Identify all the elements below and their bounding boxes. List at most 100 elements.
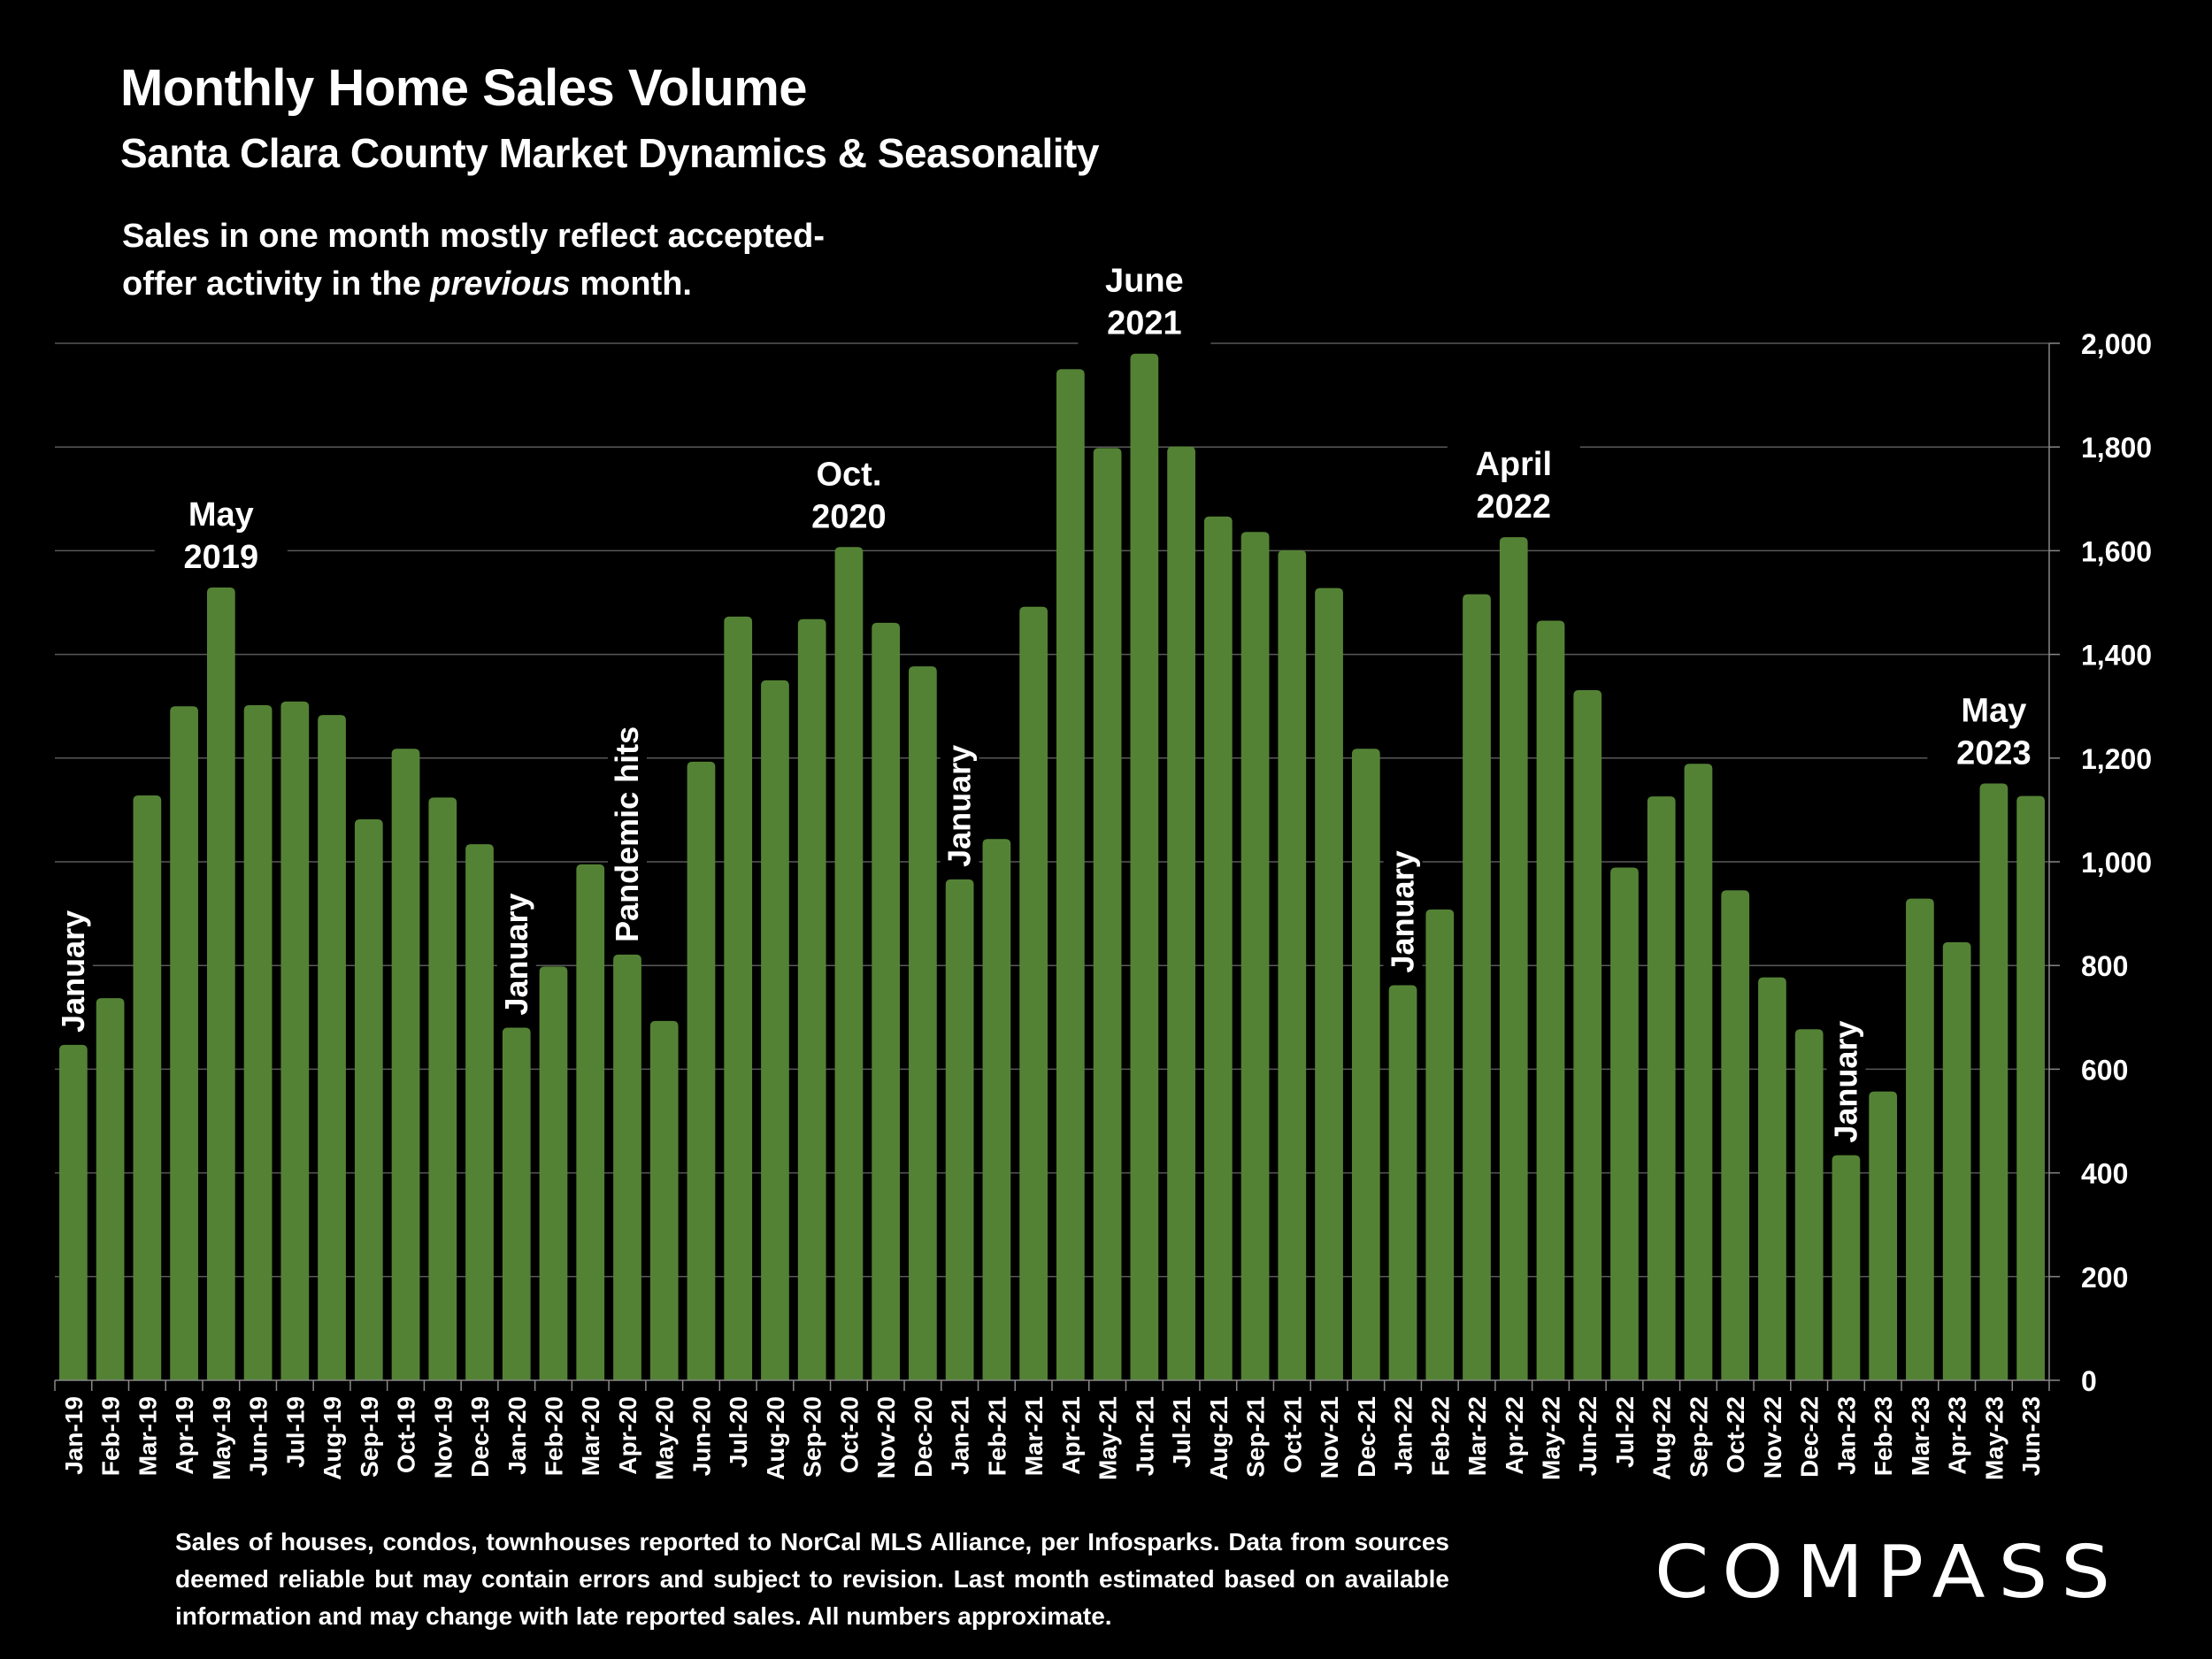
bar-aug-20 [761,680,789,1380]
bar-mar-20 [576,864,605,1380]
annotation-text: 2021 [1107,305,1182,342]
annotation-mask [154,488,288,583]
annotation-label: Pandemic hits [607,714,647,942]
annotation-mask [496,888,536,1016]
bar-sep-21 [1240,532,1270,1380]
bar-nov-22 [1758,977,1786,1380]
x-tick-label: Nov-20 [872,1396,900,1479]
x-tick-label: Feb-21 [983,1396,1010,1476]
annotation-text: 2020 [811,498,887,535]
x-tick-label: Apr-21 [1057,1396,1085,1475]
bar-aug-21 [1203,516,1233,1380]
bar-may-21 [1093,448,1122,1380]
x-tick-label: May-22 [1538,1396,1565,1480]
annotation-mask [607,714,647,942]
x-tick-label: May-21 [1094,1396,1122,1480]
annotation-text: January [498,893,534,1015]
annotation-mask [1078,254,1211,349]
x-tick-label: Apr-22 [1501,1396,1528,1475]
annotation-text: May [1961,693,2026,730]
x-tick-label: Jan-23 [1832,1396,1860,1475]
bar-oct-19 [391,749,420,1380]
bar-nov-20 [872,622,901,1380]
x-tick-label: Apr-19 [171,1396,198,1475]
x-tick-label: Jul-19 [281,1396,309,1468]
annotation-label: May 2023 [1927,684,2061,779]
annotation-mask [1927,684,2061,779]
y-tick-label: 200 [2081,1262,2128,1294]
note-emphasis: previous [430,265,571,303]
annotation-label: April 2022 [1447,438,1580,533]
annotation-mask [1447,438,1580,533]
bar-jun-21 [1130,353,1159,1381]
annotation-text: April [1475,446,1552,483]
bar-may-19 [206,588,235,1380]
x-tick-label: Feb-19 [97,1396,125,1476]
bar-oct-22 [1721,890,1750,1380]
annotation-text: January [1385,850,1421,972]
annotation-mask [53,905,93,1033]
bars [59,353,2045,1381]
x-tick-label: Aug-20 [762,1396,789,1480]
bar-jun-22 [1573,690,1602,1380]
x-tick-label: Oct-22 [1722,1396,1749,1473]
annotation-label: January [496,888,536,1016]
x-tick-label: Jun-22 [1574,1396,1601,1476]
bar-jun-23 [2016,795,2045,1380]
bar-apr-20 [613,954,641,1380]
x-tick-label: Oct-19 [393,1396,420,1473]
annotation-text: Oct. [816,456,881,493]
x-tick-label: Jul-21 [1168,1396,1195,1468]
bar-feb-21 [982,839,1011,1380]
bar-jul-21 [1167,446,1195,1380]
annotation-text: 2019 [184,539,259,576]
annotation-text: January [941,745,978,867]
x-tick-label: Dec-21 [1353,1396,1380,1478]
note-line-2-pre: offer activity in the [122,265,431,303]
bar-oct-21 [1278,549,1307,1380]
x-tick-label: May-19 [208,1396,235,1480]
bar-aug-19 [318,715,346,1380]
bar-jan-23 [1832,1155,1861,1380]
y-tick-label: 0 [2081,1365,2097,1397]
y-tick-label: 1,600 [2081,535,2152,567]
x-tick-label: Oct-20 [835,1396,863,1473]
annotation-label: January [53,905,93,1033]
x-tick-label: Sep-22 [1685,1396,1712,1478]
note-line-2-post: month. [570,265,692,303]
bar-feb-23 [1869,1091,1898,1380]
x-tick-label: Jun-21 [1131,1396,1158,1476]
x-tick-label: Mar-23 [1907,1396,1934,1476]
bar-apr-23 [1942,941,1971,1380]
x-tick-label: Jul-22 [1611,1396,1639,1468]
x-tick-label: Mar-20 [577,1396,604,1476]
y-tick-label: 400 [2081,1158,2128,1190]
bar-jan-22 [1388,985,1417,1380]
annotation-label: May 2019 [154,488,288,583]
annotation-label: Oct. 2020 [782,448,916,542]
bar-feb-22 [1425,909,1455,1380]
annotation-mask [782,448,916,542]
y-tick-label: 2,000 [2081,328,2152,360]
x-tick-label: Feb-22 [1426,1396,1454,1476]
x-tick-label: Mar-21 [1020,1396,1048,1476]
explanatory-note: Sales in one month mostly reflect accept… [122,212,918,308]
x-tick-label: Jan-20 [503,1396,531,1475]
x-tick-label: Mar-19 [134,1396,161,1476]
x-tick-label: May-20 [651,1396,679,1480]
bar-jun-19 [243,705,273,1380]
bar-apr-21 [1056,369,1085,1380]
bar-sep-19 [354,818,383,1380]
x-tick-label: Jun-23 [2017,1396,2045,1476]
x-tick-label: May-23 [1980,1396,2008,1480]
x-tick-label: Nov-21 [1316,1396,1343,1479]
x-tick-label: Jan-19 [60,1396,88,1475]
x-tick-label: Apr-23 [1944,1396,1971,1475]
annotation-label: January [940,740,979,867]
source-footnote: Sales of houses, condos, townhouses repo… [175,1528,1449,1630]
bar-apr-22 [1499,537,1528,1380]
x-tick-label: Dec-19 [466,1396,494,1478]
annotation-mask [1383,846,1423,973]
bar-nov-21 [1315,588,1343,1380]
